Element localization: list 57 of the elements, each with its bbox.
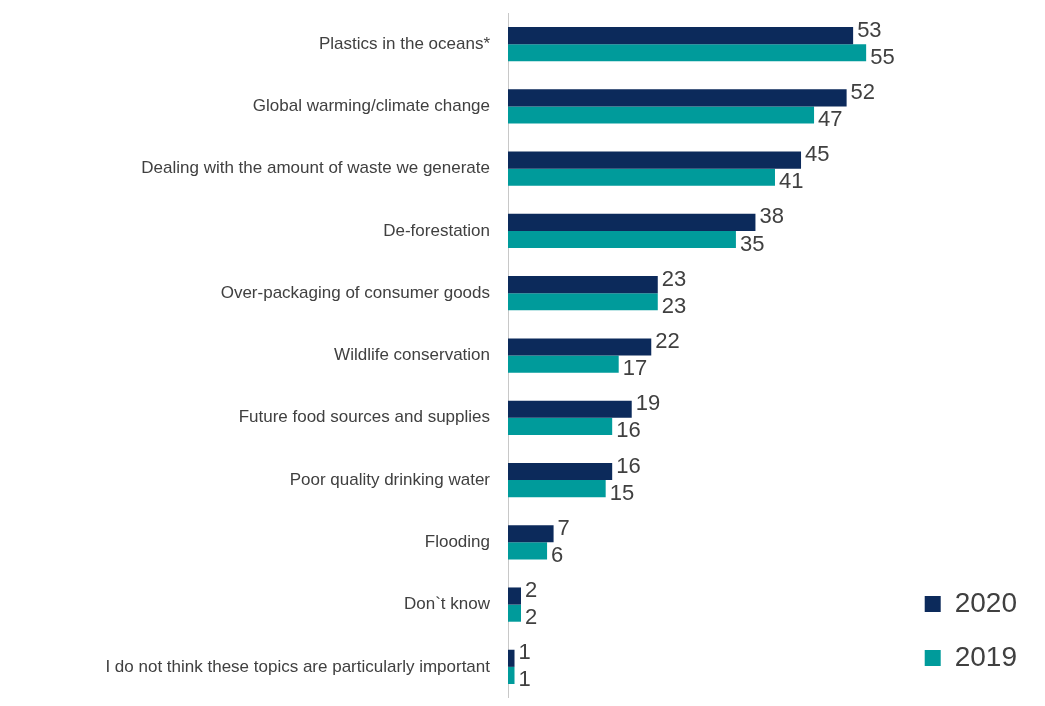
data-label: 55	[870, 43, 895, 69]
bar	[508, 355, 619, 373]
bar	[508, 400, 632, 418]
bar	[508, 338, 652, 356]
y-tick-label: Over-packaging of consumer goods	[220, 282, 490, 302]
bar	[508, 44, 867, 62]
data-label: 16	[616, 417, 641, 443]
bar	[508, 293, 658, 311]
y-tick-label: Flooding	[424, 532, 490, 552]
data-label: 53	[857, 16, 882, 42]
bar	[508, 480, 606, 498]
bar	[508, 587, 522, 605]
data-label: 16	[616, 452, 641, 478]
y-tick-label: Global warming/climate change	[252, 96, 490, 116]
y-tick-label: Wildlife conservation	[334, 345, 490, 365]
y-tick-label: I do not think these topics are particularly important	[105, 656, 491, 676]
data-label: 7	[557, 514, 570, 540]
data-label: 41	[778, 168, 804, 194]
data-label: 6	[551, 541, 564, 567]
data-label: 1	[518, 666, 531, 692]
bar	[508, 276, 658, 294]
bar	[508, 106, 815, 124]
y-tick-label: Poor quality drinking water	[289, 469, 491, 489]
data-label: 15	[609, 479, 635, 505]
bar	[508, 525, 554, 543]
y-tick-label: Future food sources and supplies	[238, 407, 490, 427]
data-label: 2	[525, 604, 538, 630]
bar	[508, 462, 613, 481]
data-label: 17	[622, 355, 648, 381]
bar	[508, 230, 736, 249]
data-label: 23	[661, 292, 687, 318]
data-label: 38	[759, 203, 784, 229]
data-label: 22	[655, 328, 680, 353]
bar	[508, 417, 613, 435]
bar	[508, 27, 854, 45]
legend-label: 2020	[954, 586, 1018, 618]
bar	[508, 213, 756, 231]
bar	[508, 666, 515, 684]
data-label: 19	[635, 390, 661, 416]
legend-label: 2019	[954, 640, 1018, 672]
bar	[508, 151, 802, 169]
data-label: 35	[739, 230, 765, 256]
bar	[508, 168, 775, 186]
data-label: 52	[850, 78, 876, 104]
data-label: 23	[661, 265, 687, 291]
data-label: 47	[818, 106, 843, 132]
data-label: 2	[525, 577, 538, 603]
bar	[508, 649, 515, 667]
y-tick-label: Don`t know	[404, 594, 491, 614]
y-tick-label: Plastics in the oceans*	[318, 33, 491, 53]
y-tick-label: De-forestation	[383, 220, 490, 240]
data-label: 45	[805, 141, 830, 167]
y-tick-label: Dealing with the amount of waste we generate	[141, 158, 490, 178]
data-label: 1	[518, 639, 531, 665]
bar	[508, 604, 522, 622]
bar	[508, 89, 847, 107]
bar	[508, 542, 548, 560]
